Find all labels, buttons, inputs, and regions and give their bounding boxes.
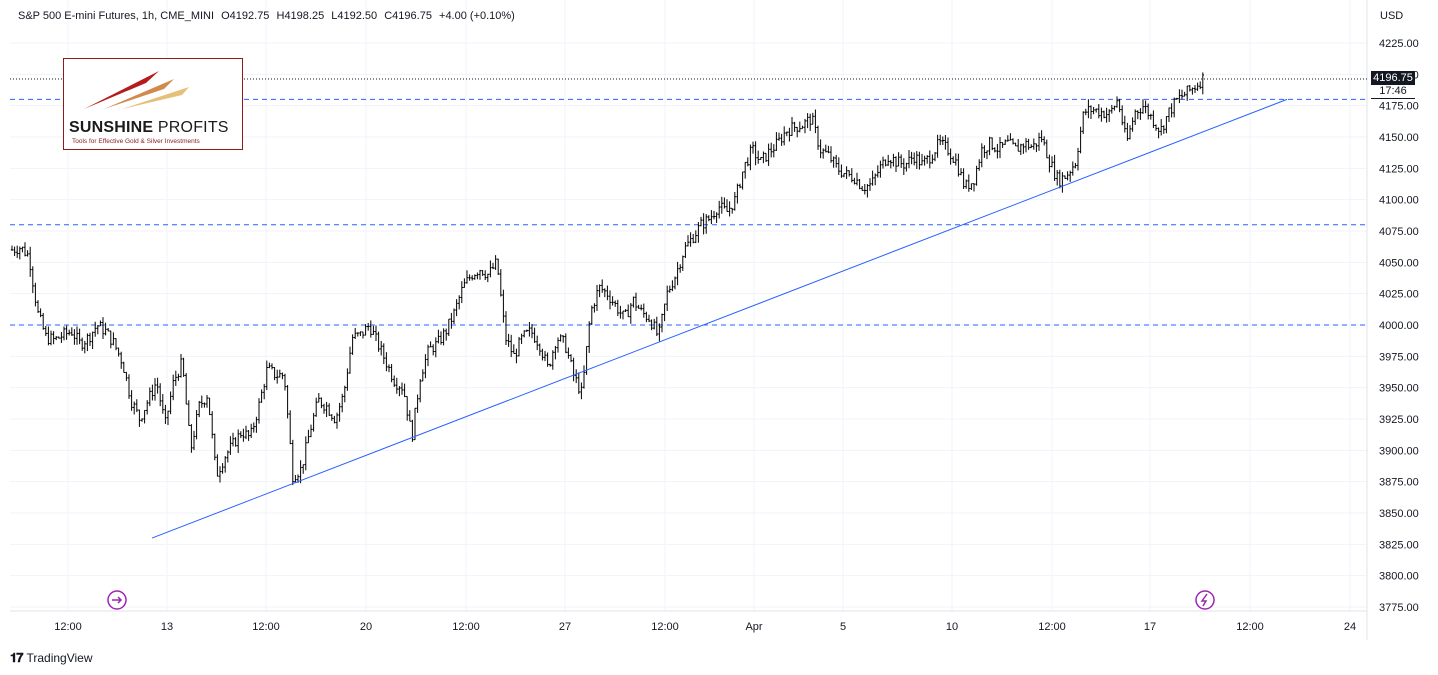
high-value: H4198.25 [276, 10, 325, 22]
x-tick-label: 17 [1144, 621, 1156, 633]
y-tick-label: 3875.00 [1379, 477, 1419, 489]
lightning-circle-icon[interactable] [1195, 590, 1215, 610]
y-tick-label: 3975.00 [1379, 351, 1419, 363]
x-tick-label: 12:00 [252, 621, 280, 633]
x-tick-label: 12:00 [54, 621, 82, 633]
x-tick-label: 12:00 [1236, 621, 1264, 633]
symbol-label[interactable]: S&P 500 E-mini Futures, 1h, CME_MINI [18, 10, 215, 22]
y-axis[interactable]: 4225.004200.004175.004150.004125.004100.… [1379, 38, 1419, 614]
x-tick-label: 12:00 [1038, 621, 1066, 633]
y-tick-label: 3900.00 [1379, 445, 1419, 457]
logo-tagline: Tools for Effective Gold & Silver Invest… [72, 138, 200, 145]
ascending-trend-line [151, 98, 1288, 539]
x-tick-label: 20 [360, 621, 372, 633]
x-tick-label: 13 [161, 621, 173, 633]
x-tick-label: 12:00 [651, 621, 679, 633]
tv-logo-icon: 𝟏𝟕 [10, 650, 24, 665]
y-tick-label: 4050.00 [1379, 257, 1419, 269]
y-tick-label: 4150.00 [1379, 132, 1419, 144]
y-tick-label: 3950.00 [1379, 383, 1419, 395]
chart-grid [10, 0, 1367, 611]
y-tick-label: 4075.00 [1379, 226, 1419, 238]
y-tick-label: 3825.00 [1379, 539, 1419, 551]
bar-countdown: 17:46 [1371, 85, 1415, 98]
x-tick-label: Apr [745, 621, 762, 633]
y-tick-label: 4100.00 [1379, 195, 1419, 207]
currency-label[interactable]: USD [1380, 10, 1404, 22]
y-tick-label: 4175.00 [1379, 101, 1419, 113]
x-tick-label: 10 [946, 621, 958, 633]
y-tick-label: 3775.00 [1379, 602, 1419, 614]
y-tick-label: 4025.00 [1379, 289, 1419, 301]
tradingview-label: TradingView [26, 651, 93, 665]
y-tick-label: 3850.00 [1379, 508, 1419, 520]
y-tick-label: 3925.00 [1379, 414, 1419, 426]
x-tick-label: 5 [840, 621, 846, 633]
arrow-circle-icon[interactable] [107, 590, 127, 610]
x-tick-label: 24 [1344, 621, 1356, 633]
change-value: +4.00 (+0.10%) [439, 10, 515, 22]
close-value: C4196.75 [384, 10, 432, 22]
x-tick-label: 27 [559, 621, 571, 633]
chart-legend: S&P 500 E-mini Futures, 1h, CME_MINI O41… [18, 10, 519, 22]
sunshine-profits-logo: SUNSHINE PROFITS Tools for Effective Gol… [63, 58, 243, 150]
y-tick-label: 3800.00 [1379, 571, 1419, 583]
price-series [10, 72, 1204, 486]
y-tick-label: 4125.00 [1379, 163, 1419, 175]
open-value: O4192.75 [221, 10, 270, 22]
logo-brand-text: SUNSHINE PROFITS [69, 119, 229, 136]
x-axis[interactable]: 12:00 13 12:00 20 12:00 27 12:00 Apr 5 10 12:00 17 1… [54, 621, 1356, 633]
tradingview-watermark[interactable]: 𝟏𝟕 TradingView [10, 650, 93, 666]
trend-line[interactable] [151, 98, 1288, 539]
last-price-badge: 4196.75 17:46 [1371, 71, 1415, 99]
last-price-value: 4196.75 [1373, 72, 1413, 84]
y-tick-label: 4225.00 [1379, 38, 1419, 50]
y-tick-label: 4000.00 [1379, 320, 1419, 332]
x-tick-label: 12:00 [452, 621, 480, 633]
low-value: L4192.50 [331, 10, 378, 22]
logo-swoosh-icon [84, 71, 189, 109]
